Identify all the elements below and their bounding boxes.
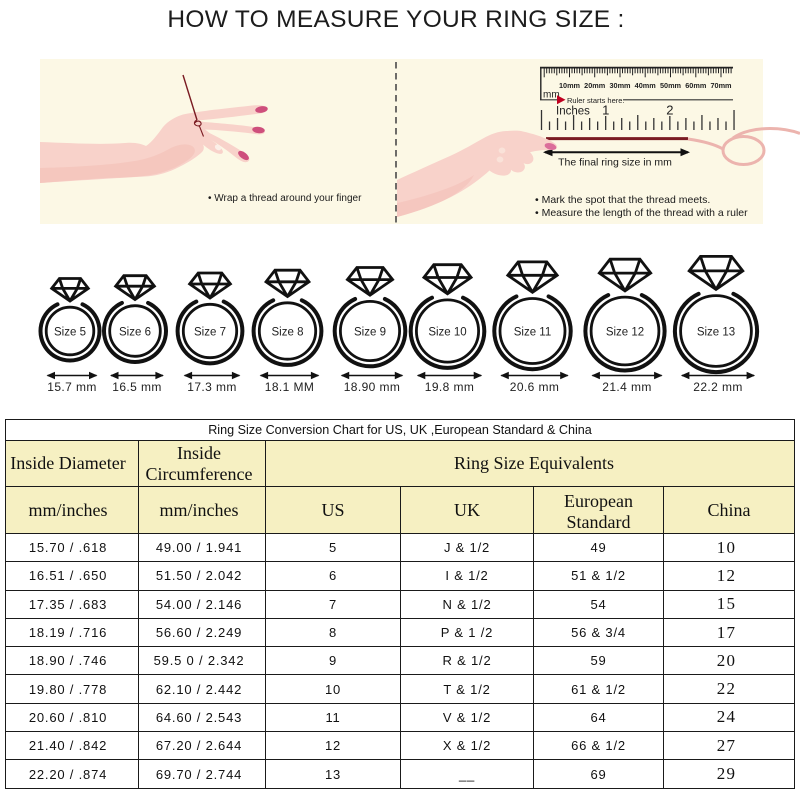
svg-text:Size 10: Size 10: [428, 327, 466, 339]
svg-text:The final ring size in mm: The final ring size in mm: [558, 157, 672, 169]
svg-text:15.7 mm: 15.7 mm: [47, 380, 96, 394]
svg-text:16.5 mm: 16.5 mm: [112, 380, 161, 394]
svg-text:2: 2: [666, 103, 673, 118]
svg-text:18.1 MM: 18.1 MM: [265, 380, 314, 394]
svg-text:Size 6: Size 6: [119, 327, 151, 339]
svg-text:1: 1: [602, 103, 609, 118]
svg-text:Size 13: Size 13: [697, 327, 735, 339]
svg-text:21.4 mm: 21.4 mm: [602, 380, 651, 394]
svg-text:60mm: 60mm: [685, 81, 707, 90]
svg-text:• Measure the length of the t: • Measure the length of the thread with …: [535, 207, 748, 219]
svg-text:Size 8: Size 8: [272, 327, 304, 339]
svg-text:Size 7: Size 7: [194, 327, 226, 339]
svg-text:• Wrap a thread around your f: • Wrap a thread around your finger: [208, 193, 362, 204]
svg-text:20mm: 20mm: [584, 81, 606, 90]
svg-text:20.6 mm: 20.6 mm: [510, 380, 559, 394]
svg-text:30mm: 30mm: [609, 81, 631, 90]
svg-text:40mm: 40mm: [635, 81, 657, 90]
svg-text:19.8 mm: 19.8 mm: [425, 380, 474, 394]
svg-text:17.3 mm: 17.3 mm: [187, 380, 236, 394]
svg-text:mm: mm: [543, 90, 560, 101]
svg-text:10mm: 10mm: [559, 81, 581, 90]
svg-text:22.2 mm: 22.2 mm: [693, 380, 742, 394]
svg-text:70mm: 70mm: [710, 81, 732, 90]
svg-text:Size 12: Size 12: [606, 327, 644, 339]
svg-text:Size 11: Size 11: [514, 327, 552, 339]
svg-text:Ruler starts here.: Ruler starts here.: [567, 96, 625, 105]
svg-text:18.90 mm: 18.90 mm: [344, 380, 401, 394]
svg-text:50mm: 50mm: [660, 81, 682, 90]
svg-text:• Mark the spot that the thre: • Mark the spot that the thread meets.: [535, 194, 710, 206]
svg-text:Inches: Inches: [556, 106, 590, 118]
svg-text:Size 9: Size 9: [354, 327, 386, 339]
svg-text:Size 5: Size 5: [54, 327, 86, 339]
